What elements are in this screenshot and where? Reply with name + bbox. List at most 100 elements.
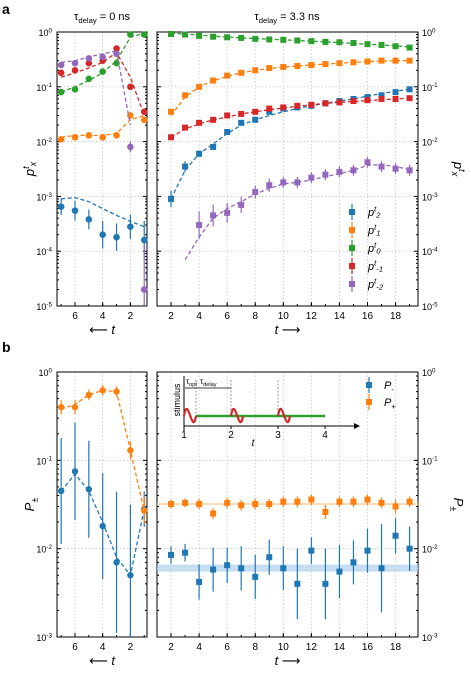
data-point [406, 57, 413, 64]
data-point [252, 67, 259, 74]
data-point [99, 133, 106, 141]
data-point [294, 580, 301, 587]
legend-b: P- P+ [366, 377, 396, 411]
data-point [71, 403, 79, 411]
data-point [378, 95, 385, 102]
data-point [182, 124, 189, 131]
data-point [85, 75, 93, 83]
data-point [350, 559, 357, 566]
data-point [406, 86, 413, 93]
data-point [99, 231, 106, 239]
series-p^t_1 [57, 112, 148, 143]
data-point [336, 568, 343, 575]
legend-label: P- [384, 380, 394, 394]
y-tick-label: 100 [422, 367, 436, 378]
x-axis-label: t ⟶ [275, 653, 301, 668]
inset-ylabel: stimulus [172, 383, 182, 417]
y-axis-label-right: ptx [450, 161, 467, 177]
x-tick-label: 14 [334, 311, 346, 322]
data-point [364, 58, 371, 65]
legend-marker [349, 281, 355, 287]
data-point [238, 201, 245, 208]
data-point [322, 38, 329, 45]
data-point [294, 102, 301, 109]
data-point [294, 37, 301, 44]
data-point [252, 501, 259, 508]
panel-b-letter: b [2, 339, 11, 355]
x-axis-label: t ⟶ [275, 322, 301, 337]
a-right-group [168, 30, 413, 261]
data-point [294, 62, 301, 69]
x-tick-label: 6 [72, 642, 78, 653]
x-tick-label: 2 [168, 311, 174, 322]
data-point [99, 522, 106, 530]
data-point [266, 105, 273, 112]
data-point [196, 222, 203, 229]
data-point [266, 65, 273, 72]
data-point [224, 34, 231, 41]
x-tick-label: 12 [306, 642, 318, 653]
data-point [182, 92, 189, 99]
data-point [113, 45, 120, 52]
y-tick-label: 10-3 [36, 192, 52, 203]
data-point [280, 179, 287, 186]
data-point [224, 499, 231, 506]
data-point [266, 108, 273, 115]
data-point [168, 30, 175, 37]
series-p^t_1 [168, 57, 413, 116]
data-point [113, 50, 120, 58]
x-axis-label: ⟵ t [89, 653, 116, 668]
data-point [252, 35, 259, 42]
legend-label: pt1 [367, 223, 381, 238]
b-left-group [57, 385, 148, 637]
legend-marker [349, 245, 355, 251]
legend-marker [349, 263, 355, 269]
data-point [238, 565, 245, 572]
data-point [224, 562, 231, 569]
legend-a: pt2 pt1 pt0 pt-1 pt-2 [349, 204, 384, 292]
data-point [210, 143, 217, 150]
data-point [182, 549, 189, 556]
data-point [308, 496, 315, 503]
y-tick-label: 10-1 [36, 82, 52, 93]
data-point [364, 547, 371, 554]
header-tau-0: τdelay = 0 ns [74, 11, 131, 25]
data-point [308, 547, 315, 554]
inset-xlabel: t [252, 438, 256, 449]
x-tick-label: 4 [100, 311, 106, 322]
y-tick-label: 10-3 [36, 632, 52, 643]
data-point [71, 86, 79, 93]
data-point [99, 387, 106, 394]
data-point [336, 168, 343, 175]
data-point [378, 92, 385, 99]
x-tick-label: 4 [196, 311, 202, 322]
legend-label: pt0 [367, 241, 381, 256]
data-point [71, 468, 79, 475]
fit-line [61, 50, 132, 126]
data-point [168, 195, 175, 202]
data-point [322, 171, 329, 178]
x-tick-label: 10 [278, 642, 290, 653]
inset-tick-label: 1 [181, 430, 187, 441]
a-left-frame [56, 31, 148, 307]
data-point [406, 44, 413, 51]
data-point [238, 502, 245, 509]
x-tick-label: 4 [196, 642, 202, 653]
data-point [322, 509, 329, 516]
data-point [196, 119, 203, 126]
y-tick-label: 10-5 [422, 301, 438, 312]
data-point [266, 36, 273, 43]
data-point [378, 163, 385, 170]
y-axis-label: ptx [21, 161, 38, 177]
data-point [392, 95, 399, 102]
data-point [336, 39, 343, 46]
data-point [392, 43, 399, 50]
y-tick-label: 10-2 [36, 137, 52, 148]
data-point [113, 388, 120, 395]
data-point [378, 41, 385, 48]
data-point [168, 551, 175, 558]
data-point [280, 565, 287, 572]
y-tick-label: 10-4 [422, 247, 438, 258]
x-tick-label: 8 [252, 311, 258, 322]
data-point [392, 89, 399, 96]
